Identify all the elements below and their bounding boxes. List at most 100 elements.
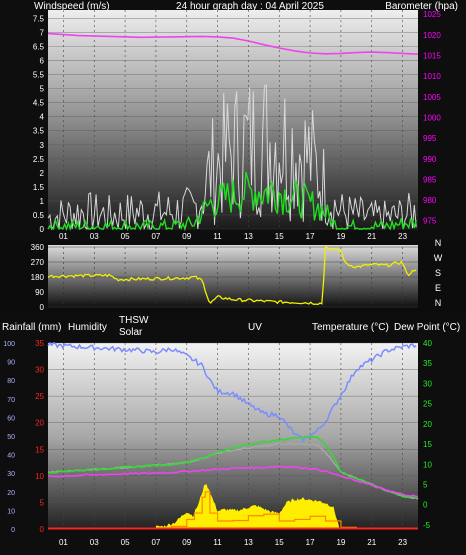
rain-y-tick: 5 [40,498,45,507]
humidity-y-tick: 90 [7,360,15,367]
direction-y-tick: 270 [31,258,45,267]
solar-area [155,484,340,529]
wind-y-tick: 3.5 [33,127,45,136]
temperature-y-tick: 25 [423,400,432,409]
climate-x-tick: 19 [336,538,345,547]
wind-x-tick: 23 [398,232,407,241]
humidity-label: Humidity [68,322,107,333]
temperature-y-tick: 10 [423,460,432,469]
wind-y-tick: 3 [40,141,45,150]
wind-x-tick: 05 [121,232,130,241]
rain-y-tick: 20 [35,419,44,428]
wind-y-tick: 4.5 [33,99,45,108]
wind-x-tick: 09 [182,232,191,241]
wind-x-tick: 11 [213,232,222,241]
compass-tick: N [435,238,442,248]
temperature-label: Temperature (°C) [312,322,389,333]
climate-x-tick: 07 [151,538,160,547]
compass-tick: W [434,253,443,263]
climate-x-tick: 01 [59,538,68,547]
wind-x-tick: 01 [59,232,68,241]
barometer-y-tick: 1020 [423,31,441,40]
uv-line [155,491,357,530]
temperature-y-tick: 15 [423,440,432,449]
temperature-y-tick: 5 [423,481,428,490]
climate-x-tick: 17 [306,538,315,547]
humidity-line [47,341,417,444]
wind-y-tick: 1.5 [33,183,45,192]
barometer-y-tick: 1015 [423,51,441,60]
climate-x-tick: 11 [213,538,222,547]
climate-x-tick: 21 [367,538,376,547]
dew-point-line [47,465,419,498]
windspeed-title: Windspeed (m/s) [34,1,110,12]
wind-y-tick: 6 [40,57,45,66]
barometer-y-tick: 975 [423,217,437,226]
thsw-label: THSW [119,315,149,326]
wind-gust-line [47,84,417,231]
compass-tick: N [435,298,442,308]
barometer-y-tick: 980 [423,196,437,205]
wind-y-tick: 2.5 [33,155,45,164]
wind-x-tick: 17 [306,232,315,241]
temperature-y-tick: -5 [423,521,431,530]
climate-x-tick: 15 [275,538,284,547]
wind-y-tick: 7.5 [33,14,45,23]
direction-y-tick: 360 [31,243,45,252]
temperature-y-tick: 40 [423,339,432,348]
wind-x-tick: 03 [90,232,99,241]
humidity-y-tick: 100 [3,341,15,348]
wind-y-tick: 7 [40,28,45,37]
climate-x-tick: 23 [398,538,407,547]
barometer-line [47,32,419,55]
wind-average-line [47,171,417,232]
solar-label: Solar [119,327,143,338]
direction-y-tick: 180 [31,273,45,282]
barometer-y-tick: 1000 [423,113,441,122]
climate-x-tick: 05 [121,538,130,547]
rain-y-tick: 10 [35,472,44,481]
barometer-y-tick: 1025 [423,10,441,19]
wind-y-tick: 2 [40,169,45,178]
rain-y-tick: 25 [35,392,44,401]
climate-x-tick: 03 [90,538,99,547]
humidity-y-tick: 20 [7,490,15,497]
direction-plot-area [48,245,418,307]
climate-plot-area [48,343,418,529]
rain-y-tick: 15 [35,445,44,454]
wind-y-tick: 1 [40,197,45,206]
temperature-y-tick: 30 [423,379,432,388]
wind-y-tick: 0 [40,225,45,234]
humidity-y-tick: 40 [7,453,15,460]
wind-y-tick: 0.5 [33,211,45,220]
rain-y-tick: 30 [35,366,44,375]
wind-y-tick: 5.5 [33,71,45,80]
rain-y-tick: 0 [40,525,45,534]
direction-y-tick: 90 [35,288,44,297]
humidity-y-tick: 10 [7,508,15,515]
humidity-y-tick: 0 [11,527,15,534]
climate-x-tick: 13 [244,538,253,547]
chart-title: 24 hour graph day : 04 April 2025 [176,1,324,12]
wind-y-tick: 5 [40,85,45,94]
temperature-y-tick: 20 [423,420,432,429]
direction-y-tick: 0 [40,303,45,312]
wind-x-tick: 21 [367,232,376,241]
wind-y-tick: 4 [40,113,45,122]
climate-x-tick: 09 [182,538,191,547]
barometer-y-tick: 1005 [423,93,441,102]
humidity-y-tick: 60 [7,415,15,422]
barometer-y-tick: 985 [423,175,437,184]
wind-x-tick: 19 [336,232,345,241]
humidity-y-tick: 80 [7,378,15,385]
barometer-y-tick: 995 [423,134,437,143]
wind-x-tick: 13 [244,232,253,241]
humidity-y-tick: 70 [7,397,15,404]
barometer-title: Barometer (hpa) [385,1,458,12]
temperature-y-tick: 35 [423,359,432,368]
barometer-y-tick: 1010 [423,72,441,81]
thsw-line [47,435,419,500]
wind-x-tick: 15 [275,232,284,241]
compass-tick: E [435,283,441,293]
